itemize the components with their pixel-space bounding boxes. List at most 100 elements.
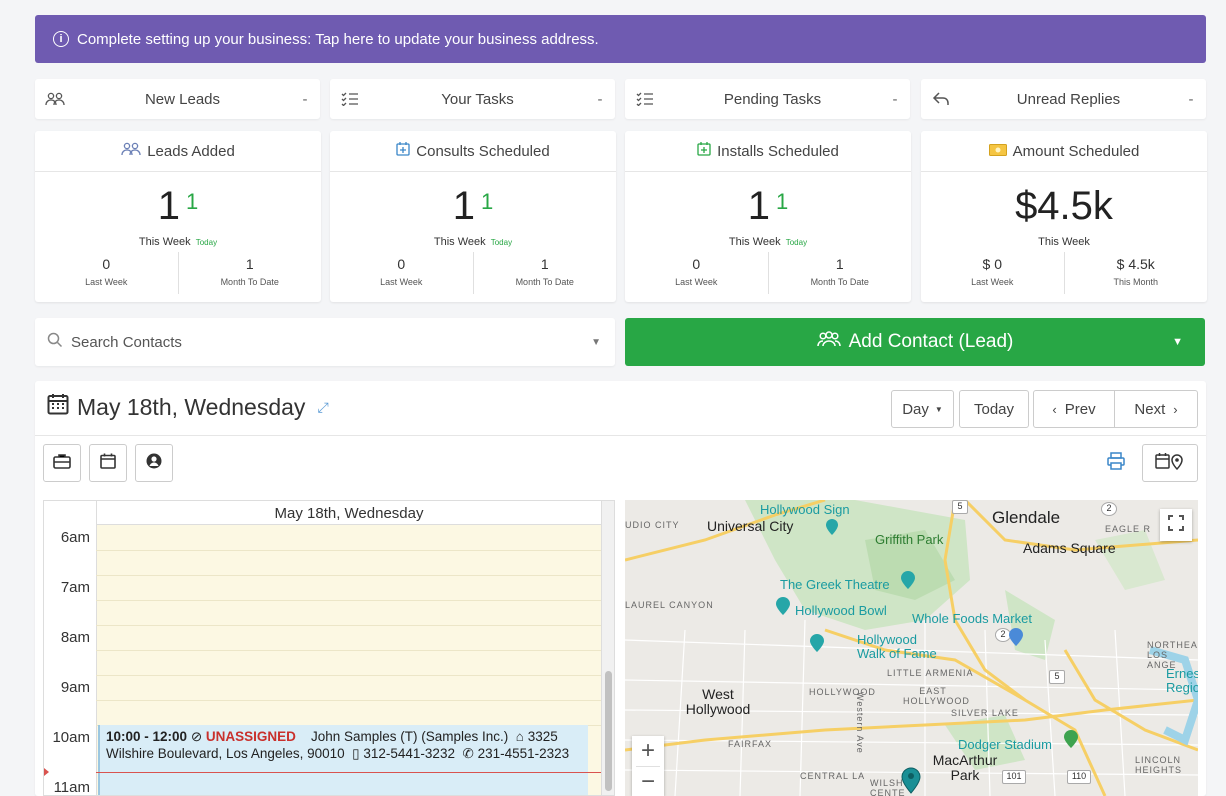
card-month-label: Month To Date: [220, 277, 279, 287]
map-city: Adams Square: [1023, 540, 1116, 556]
calendar-scrollbar[interactable]: [601, 501, 614, 795]
map-label: LITTLE ARMENIA: [887, 668, 974, 678]
highway-shield: 5: [952, 500, 968, 514]
next-label: Next: [1134, 400, 1166, 418]
add-contact-button[interactable]: Add Contact (Lead) ▼: [625, 318, 1205, 366]
check-circle-icon: ⊘: [190, 729, 203, 744]
map-label: Ernest Region: [1166, 666, 1198, 695]
card-last-label: Last Week: [380, 277, 423, 287]
event-address-start: 3325: [527, 729, 558, 744]
hour-label: 10am: [52, 729, 90, 746]
card-today-label: Today: [490, 238, 513, 247]
print-icon[interactable]: [1107, 452, 1125, 475]
tasks-icon: [625, 92, 665, 106]
card-big-value: 1: [452, 184, 475, 228]
fullscreen-button[interactable]: [1160, 509, 1192, 541]
users-icon: [35, 92, 75, 106]
card-last-value: 0: [102, 256, 111, 272]
quick-value: -: [302, 90, 308, 108]
card-week-label: This Week: [1038, 236, 1090, 248]
event-time: 10:00 - 12:00: [106, 729, 188, 744]
hour-line: [96, 625, 601, 626]
calendar-view-button[interactable]: [89, 444, 127, 482]
card-big-value: $4.5k: [1015, 184, 1113, 228]
hour-line: [96, 675, 601, 676]
card-month-label: This Month: [1113, 277, 1159, 287]
map-city: MacArthur Park: [932, 752, 998, 783]
appointment-event[interactable]: 10:00 - 12:00 ⊘ UNASSIGNED John Samples …: [98, 725, 588, 795]
home-icon: ⌂: [515, 729, 524, 744]
map-label: LAUREL CANYON: [625, 600, 714, 610]
setup-banner[interactable]: i Complete setting up your business: Tap…: [35, 15, 1206, 63]
zoom-out-button[interactable]: −: [636, 765, 660, 796]
map-poi: Dodger Stadium: [958, 737, 1052, 752]
quick-unread-replies[interactable]: Unread Replies -: [921, 79, 1206, 119]
user-filter-button[interactable]: [135, 444, 173, 482]
hour-label: 11am: [53, 779, 90, 796]
quick-new-leads[interactable]: New Leads -: [35, 79, 320, 119]
zoom-in-button[interactable]: +: [640, 736, 655, 764]
card-amount-scheduled: Amount Scheduled $4.5k This Week $ 0 Last…: [921, 131, 1207, 302]
prev-button[interactable]: ‹ Prev: [1033, 390, 1115, 428]
map-city: West Hollywood: [685, 686, 751, 717]
money-icon: [988, 143, 1007, 160]
quick-pending-tasks[interactable]: Pending Tasks -: [625, 79, 910, 119]
event-status: UNASSIGNED: [205, 729, 296, 744]
card-big-value: 1: [157, 184, 180, 228]
map-pin-icon: [825, 518, 839, 541]
quick-value: -: [892, 90, 898, 108]
card-week-label: This Week: [433, 236, 486, 248]
appointment-marker-icon[interactable]: [901, 766, 921, 796]
map-poi: The Greek Theatre: [780, 577, 890, 592]
briefcase-button[interactable]: [43, 444, 81, 482]
map-background: [625, 500, 1198, 796]
card-today-value: 1: [776, 189, 789, 214]
card-last-value: 0: [397, 256, 406, 272]
prev-label: Prev: [1064, 400, 1096, 418]
zoom-controls: + −: [632, 736, 664, 796]
scrollbar-thumb[interactable]: [605, 671, 612, 791]
expand-icon[interactable]: ⤢: [317, 398, 329, 415]
map-label: EAGLE R: [1105, 524, 1152, 534]
chevron-left-icon: ‹: [1052, 401, 1057, 417]
map-city: Universal City: [707, 518, 794, 534]
mobile-icon: ▯: [352, 746, 360, 761]
card-title: Amount Scheduled: [1012, 142, 1140, 160]
map-pin-icon: [1008, 627, 1024, 652]
quick-your-tasks[interactable]: Your Tasks -: [330, 79, 615, 119]
highway-shield: 110: [1067, 770, 1091, 784]
users-icon: [816, 331, 841, 353]
map-label: CENTRAL LA: [800, 771, 866, 781]
search-contacts[interactable]: Search Contacts ▼: [35, 318, 615, 366]
map-pin-icon: [1063, 729, 1079, 754]
card-today-value: 1: [481, 189, 494, 214]
card-today-value: 1: [186, 189, 199, 214]
map-poi: Griffith Park: [875, 532, 944, 547]
caret-down-icon[interactable]: ▼: [591, 336, 601, 348]
map-label: WILSH CENTE: [870, 778, 906, 796]
caret-down-icon[interactable]: ▼: [1172, 336, 1183, 348]
hour-label: 8am: [60, 629, 90, 646]
map-label: UDIO CITY: [625, 520, 680, 530]
view-select[interactable]: Day ▼: [891, 390, 954, 428]
half-hour-line: [96, 600, 601, 601]
highway-shield: 5: [1049, 670, 1065, 684]
calendar-map-toggle[interactable]: [1142, 444, 1198, 482]
event-phone1: 312-5441-3232: [363, 746, 455, 761]
card-last-value: 0: [692, 256, 701, 272]
map-view[interactable]: UDIO CITY Universal City Hollywood Sign …: [625, 500, 1198, 796]
next-button[interactable]: Next ›: [1114, 390, 1198, 428]
map-label: EAST HOLLYWOOD: [903, 686, 970, 706]
card-month-value: 1: [540, 256, 549, 272]
card-week-label: This Week: [138, 236, 191, 248]
highway-shield: 2: [1101, 502, 1117, 516]
fullscreen-icon: [1168, 514, 1184, 536]
search-placeholder: Search Contacts: [71, 333, 182, 351]
quick-value: -: [597, 90, 603, 108]
today-button[interactable]: Today: [959, 390, 1029, 428]
card-week-label: This Week: [728, 236, 781, 248]
card-title: Consults Scheduled: [416, 142, 550, 160]
card-today-label: Today: [785, 238, 808, 247]
